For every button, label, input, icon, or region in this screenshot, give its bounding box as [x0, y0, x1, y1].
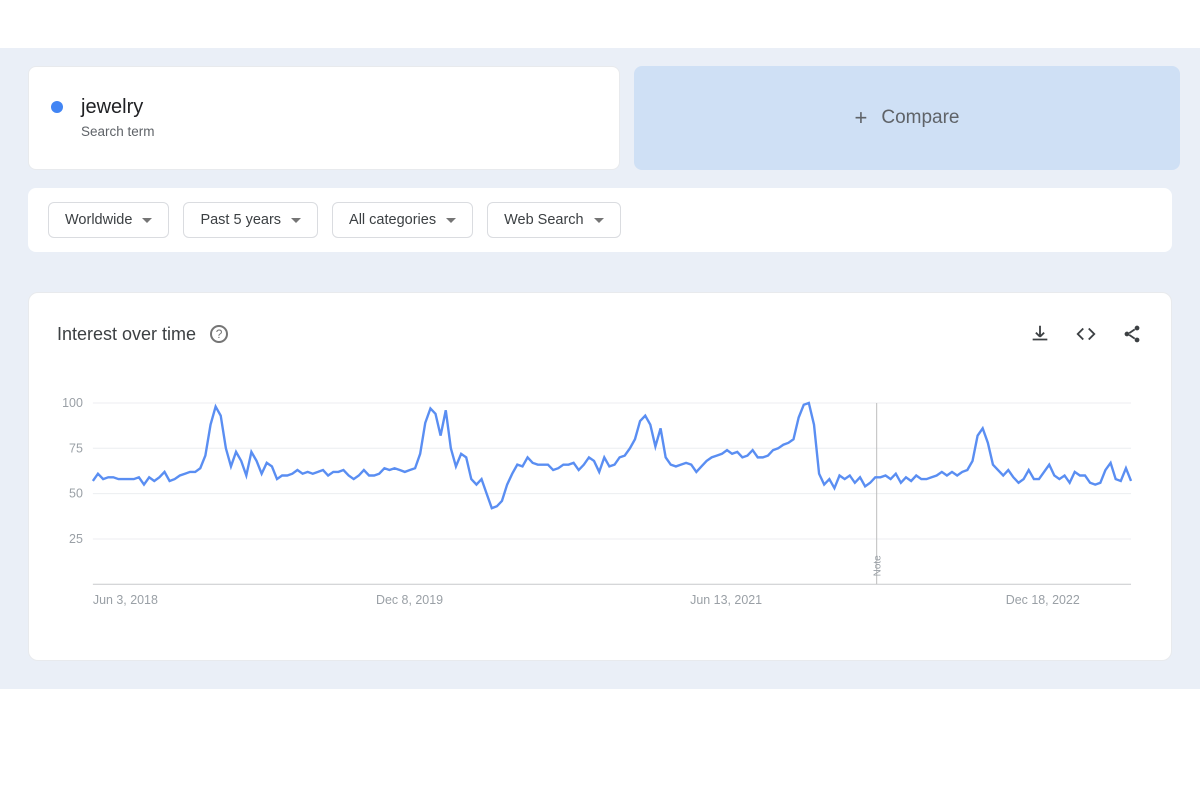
filter-region-label: Worldwide: [65, 212, 132, 228]
chevron-down-icon: [291, 218, 301, 223]
compare-label: Compare: [881, 107, 959, 129]
chevron-down-icon: [594, 218, 604, 223]
svg-text:50: 50: [69, 487, 83, 501]
chart-plot: 25 50 75 100 Jun 3, 2018 Dec 8, 2019 Jun 13, 2…: [57, 395, 1143, 614]
chart-header: Interest over time ?: [57, 323, 1143, 345]
term-text-wrap: jewelry Search term: [81, 95, 155, 139]
plus-icon: +: [854, 105, 867, 131]
svg-text:100: 100: [62, 396, 83, 410]
filter-timerange-label: Past 5 years: [200, 212, 281, 228]
filter-timerange[interactable]: Past 5 years: [183, 202, 318, 238]
filter-searchtype-label: Web Search: [504, 212, 584, 228]
svg-text:Dec 8, 2019: Dec 8, 2019: [376, 593, 443, 607]
share-icon: [1121, 323, 1143, 345]
search-term-card[interactable]: jewelry Search term: [28, 66, 620, 170]
share-button[interactable]: [1121, 323, 1143, 345]
chevron-down-icon: [446, 218, 456, 223]
content-area: jewelry Search term + Compare Worldwide …: [0, 48, 1200, 689]
chart-card: Interest over time ? 255075100Jun 3: [28, 292, 1172, 661]
filter-region[interactable]: Worldwide: [48, 202, 169, 238]
chart-section: Interest over time ? 255075100Jun 3: [0, 252, 1200, 689]
svg-text:Dec 18, 2022: Dec 18, 2022: [1006, 593, 1080, 607]
top-spacer: [0, 0, 1200, 48]
embed-button[interactable]: [1075, 323, 1097, 345]
search-terms-row: jewelry Search term + Compare: [0, 48, 1200, 188]
help-icon[interactable]: ?: [210, 325, 228, 343]
add-compare-button[interactable]: + Compare: [634, 66, 1180, 170]
chart-title: Interest over time: [57, 324, 196, 345]
download-icon: [1029, 323, 1051, 345]
svg-text:Jun 3, 2018: Jun 3, 2018: [93, 593, 158, 607]
filter-searchtype[interactable]: Web Search: [487, 202, 621, 238]
download-button[interactable]: [1029, 323, 1051, 345]
svg-text:25: 25: [69, 532, 83, 546]
svg-text:Note: Note: [873, 555, 884, 576]
chart-title-wrap: Interest over time ?: [57, 324, 228, 345]
filter-category[interactable]: All categories: [332, 202, 473, 238]
code-icon: [1075, 323, 1097, 345]
term-subtitle: Search term: [81, 124, 155, 139]
chart-svg: 25 50 75 100 Jun 3, 2018 Dec 8, 2019 Jun 13, 2…: [57, 395, 1143, 614]
svg-text:Jun 13, 2021: Jun 13, 2021: [690, 593, 762, 607]
chevron-down-icon: [142, 218, 152, 223]
chart-actions: [1029, 323, 1143, 345]
svg-text:75: 75: [69, 441, 83, 455]
filter-category-label: All categories: [349, 212, 436, 228]
term-name: jewelry: [81, 95, 155, 119]
filters-bar: Worldwide Past 5 years All categories We…: [28, 188, 1172, 252]
term-color-dot: [51, 101, 63, 113]
